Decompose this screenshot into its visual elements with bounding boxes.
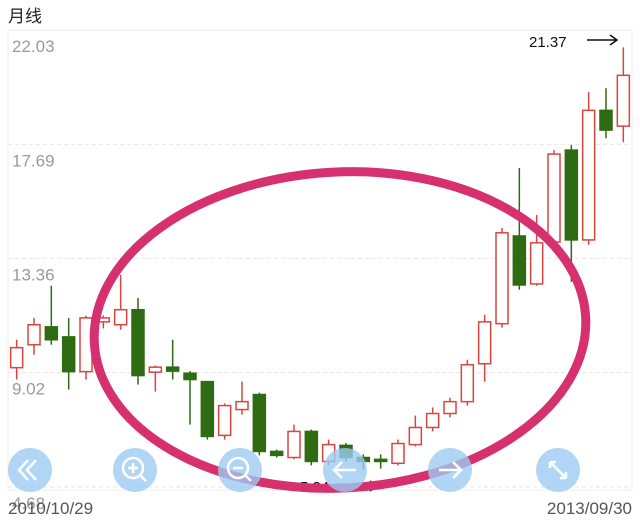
- candle-body: [304, 430, 319, 463]
- rewind-button[interactable]: [8, 448, 52, 492]
- candle-body: [165, 366, 180, 372]
- candle-body: [460, 364, 475, 403]
- candle-body: [477, 321, 492, 365]
- chart-title: 月线: [8, 7, 42, 26]
- y-tick-label: 4.68: [12, 494, 45, 513]
- candle-body: [443, 400, 457, 415]
- candle-body: [113, 308, 128, 326]
- candle-body: [44, 326, 59, 341]
- y-tick-label: 9.02: [12, 380, 45, 399]
- fullscreen-button[interactable]: [536, 448, 580, 492]
- candle-body: [547, 153, 561, 243]
- candle-body: [183, 372, 197, 381]
- candle-body: [373, 458, 388, 463]
- zoom-out-button[interactable]: [218, 448, 262, 492]
- candle-body: [495, 232, 509, 325]
- candle-body: [391, 442, 405, 465]
- candle-body: [200, 380, 215, 438]
- candle-body: [564, 149, 579, 241]
- candle-body: [425, 412, 440, 429]
- candle-body: [581, 109, 596, 241]
- max-arrow: [587, 34, 619, 46]
- y-tick-label: 17.69: [12, 151, 55, 170]
- candle-body: [235, 400, 249, 411]
- candle-body: [287, 430, 301, 459]
- candle-body: [269, 450, 284, 457]
- y-tick-label: 13.36: [12, 265, 55, 284]
- candle-body: [217, 404, 232, 437]
- candle-body: [408, 426, 423, 446]
- toolbar: [8, 448, 580, 492]
- candle-body: [529, 242, 544, 285]
- y-tick-label: 22.03: [12, 37, 55, 56]
- candle-body: [512, 235, 527, 286]
- max-label: 21.37: [529, 34, 567, 51]
- left-button[interactable]: [323, 448, 367, 492]
- candle-body: [27, 323, 41, 346]
- candle-body: [616, 74, 631, 127]
- candle-body: [599, 109, 613, 131]
- candle-body: [9, 346, 24, 369]
- x-start-label: 2010/10/29: [8, 499, 93, 518]
- candle-body: [131, 308, 145, 377]
- candle-body: [61, 336, 76, 373]
- zoom-in-button[interactable]: [113, 448, 157, 492]
- plot: 22.03 17.69 13.36 9.02 4.68: [8, 29, 632, 513]
- x-end-label: 2013/09/30: [547, 499, 632, 518]
- candle-body: [252, 393, 267, 453]
- right-button[interactable]: [428, 448, 472, 492]
- candle-body: [148, 366, 163, 373]
